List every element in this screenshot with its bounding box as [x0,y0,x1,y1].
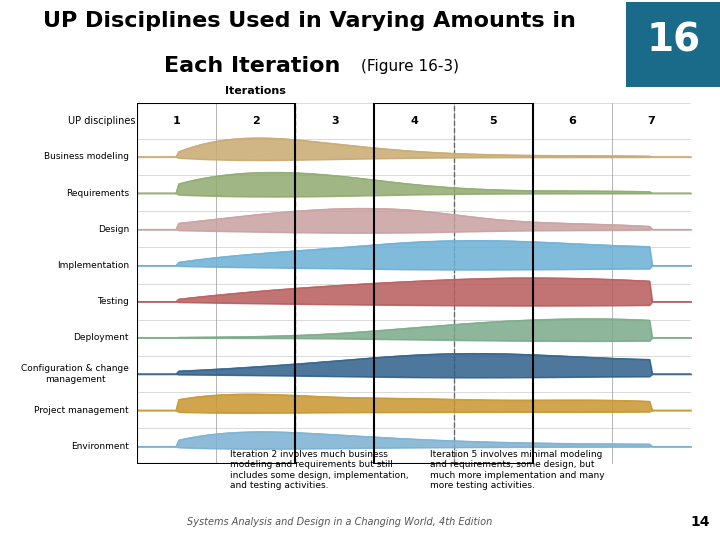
Text: 14: 14 [690,515,710,529]
Text: Configuration & change
management: Configuration & change management [21,364,129,383]
FancyBboxPatch shape [626,2,720,87]
Text: Project management: Project management [35,406,129,415]
Text: Each Iteration: Each Iteration [164,56,340,76]
Bar [374,103,533,464]
Text: Deployment: Deployment [73,333,129,342]
Text: Systems Analysis and Design in a Changing World, 4th Edition: Systems Analysis and Design in a Changin… [187,517,492,527]
Text: 1: 1 [173,116,180,126]
Text: Implementation: Implementation [57,261,129,270]
Text: 4: 4 [410,116,418,126]
Text: UP Disciplines Used in Varying Amounts in: UP Disciplines Used in Varying Amounts i… [43,11,576,31]
Text: 7: 7 [648,116,655,126]
Text: 3: 3 [331,116,338,126]
Text: Requirements: Requirements [66,188,129,198]
Text: 5: 5 [490,116,497,126]
Text: Design: Design [98,225,129,234]
Text: Environment: Environment [71,442,129,451]
Text: Business modeling: Business modeling [44,152,129,161]
Text: A four-week iteration includes work in most
disciplines, ending with a stable ex: A four-week iteration includes work in m… [0,539,1,540]
Bar [137,103,295,464]
Text: Testing: Testing [97,297,129,306]
Text: Iteration 2 involves much business
modeling and requirements but still
includes : Iteration 2 involves much business model… [230,450,409,490]
Text: 6: 6 [569,116,576,126]
Text: Iteration 5 involves minimal modeling
and requirements, some design, but
much mo: Iteration 5 involves minimal modeling an… [430,450,605,490]
Text: UP disciplines: UP disciplines [68,116,135,126]
Text: 2: 2 [252,116,259,126]
Text: (Figure 16-3): (Figure 16-3) [361,59,459,73]
Text: Iterations: Iterations [225,85,286,96]
Text: 16: 16 [646,22,701,60]
